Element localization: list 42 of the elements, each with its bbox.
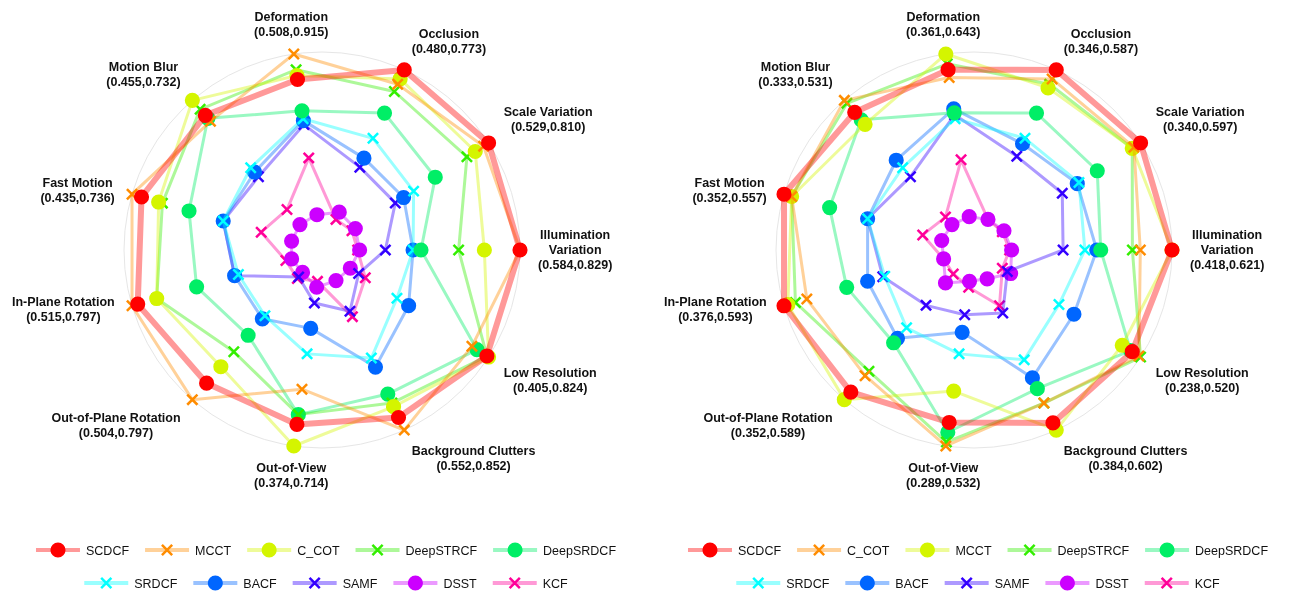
spoke-label: Motion Blur (0.455,0.732)	[106, 59, 181, 89]
legend-label: SRDCF	[786, 576, 830, 591]
legend-label: DeepSTRCF	[405, 543, 478, 558]
spoke-label: Occlusion (0.346,0.587)	[1063, 27, 1139, 57]
legend-label: MCCT	[195, 543, 232, 558]
legend-label: SAMF	[994, 576, 1030, 591]
legend-label: DSST	[1095, 576, 1130, 591]
spoke-label: Out-of-Plane Rotation (0.352,0.589)	[703, 411, 833, 441]
legend-label: BACF	[243, 576, 278, 591]
spoke-label: In-Plane Rotation (0.376,0.593)	[663, 295, 767, 325]
legend-label: BACF	[895, 576, 930, 591]
legend-label: DSST	[443, 576, 478, 591]
legend-label: KCF	[1194, 576, 1221, 591]
spoke-label: Out-of-View (0.374,0.714)	[254, 460, 329, 490]
legend-label: DeepSRDCF	[543, 543, 617, 558]
spoke-label: Out-of-View (0.289,0.532)	[906, 460, 981, 490]
legend-label: KCF	[542, 576, 569, 591]
spoke-label: Fast Motion (0.435,0.736)	[40, 175, 115, 205]
spoke-label: Scale Variation (0.340,0.597)	[1155, 105, 1245, 135]
legend-label: DeepSTRCF	[1057, 543, 1130, 558]
spoke-label: Deformation (0.508,0.915)	[254, 10, 329, 40]
spoke-label: Low Resolution (0.405,0.824)	[503, 365, 597, 395]
spoke-label: Occlusion (0.480,0.773)	[411, 27, 487, 57]
legend-label: SCDCF	[737, 543, 782, 558]
legend-label: SAMF	[342, 576, 378, 591]
spoke-label: Scale Variation (0.529,0.810)	[503, 105, 593, 135]
legend-label: SCDCF	[85, 543, 130, 558]
spoke-label: Illumination Variation (0.584,0.829)	[538, 228, 613, 272]
spoke-label: Low Resolution (0.238,0.520)	[1155, 365, 1249, 395]
legend-label: SRDCF	[134, 576, 178, 591]
legend-label: C_COT	[297, 543, 340, 558]
spoke-label: Background Clutters (0.384,0.602)	[1063, 443, 1188, 473]
legend-label: MCCT	[955, 543, 992, 558]
spoke-label: Out-of-Plane Rotation (0.504,0.797)	[51, 411, 181, 441]
spoke-label: Motion Blur (0.333,0.531)	[758, 59, 833, 89]
spoke-label: Background Clutters (0.552,0.852)	[411, 443, 536, 473]
spoke-label: Fast Motion (0.352,0.557)	[692, 175, 767, 205]
spoke-label: In-Plane Rotation (0.515,0.797)	[11, 295, 115, 325]
legend-label: DeepSRDCF	[1195, 543, 1269, 558]
spoke-label: Illumination Variation (0.418,0.621)	[1190, 228, 1265, 272]
legend-label: C_COT	[847, 543, 890, 558]
spoke-label: Deformation (0.361,0.643)	[906, 10, 981, 40]
